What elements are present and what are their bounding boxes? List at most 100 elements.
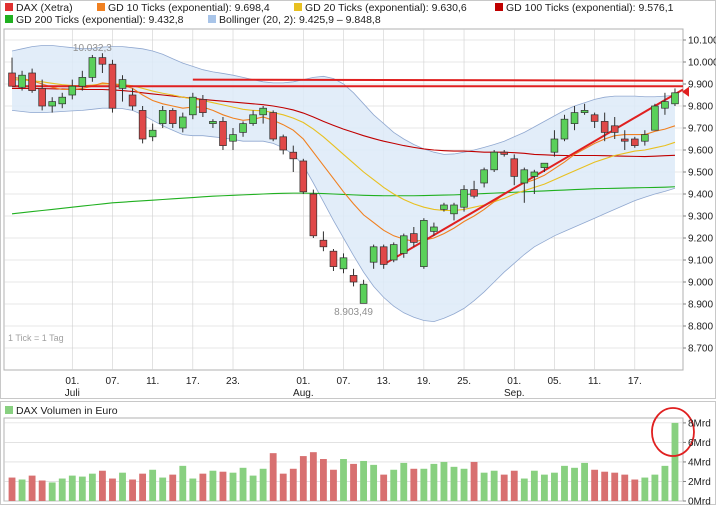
candle-body bbox=[410, 233, 418, 243]
volume-bar bbox=[490, 470, 498, 501]
volume-tick-label: 0Mrd bbox=[688, 497, 711, 505]
candle-body bbox=[319, 239, 328, 248]
volume-bar bbox=[551, 472, 558, 501]
candle-body bbox=[520, 169, 529, 184]
candle-body bbox=[189, 96, 197, 116]
legend-swatch-gd100 bbox=[495, 3, 503, 11]
volume-bar bbox=[470, 461, 478, 501]
x-tick-label: 11. bbox=[588, 376, 601, 387]
candle-body bbox=[158, 110, 167, 124]
candle-body bbox=[530, 171, 539, 177]
candle-body bbox=[450, 204, 458, 215]
candlesticks bbox=[8, 53, 679, 304]
y-tick-label: 10.100 bbox=[688, 36, 716, 47]
volume-bar bbox=[179, 465, 187, 501]
current-price-marker bbox=[682, 86, 689, 97]
candle-body bbox=[610, 125, 619, 133]
volume-highlight bbox=[651, 407, 695, 457]
legend-item-gd200: GD 200 Ticks (exponential): 9.432,8 bbox=[5, 14, 184, 26]
legend-label-gd20: GD 20 Ticks (exponential): 9.630,6 bbox=[305, 2, 467, 14]
volume-bar bbox=[460, 468, 468, 501]
legend-item-gd20: GD 20 Ticks (exponential): 9.630,6 bbox=[294, 2, 467, 14]
volume-bar bbox=[410, 468, 418, 501]
candle-body bbox=[179, 116, 187, 129]
bollinger-upper bbox=[11, 45, 676, 155]
volume-bar bbox=[38, 480, 46, 501]
candle-body bbox=[219, 121, 227, 146]
volume-bar bbox=[520, 478, 528, 501]
volume-bar bbox=[611, 472, 619, 501]
x-tick-label: 07. bbox=[337, 376, 351, 387]
candle-body bbox=[108, 63, 117, 109]
candle-body bbox=[349, 275, 358, 283]
y-tick-label: 9.400 bbox=[688, 190, 713, 201]
volume-bar bbox=[631, 479, 639, 501]
candle-body bbox=[269, 112, 277, 140]
y-tick-label: 9.000 bbox=[688, 278, 713, 289]
volume-highlight-circle bbox=[651, 407, 695, 457]
volume-y-axis: 8Mrd 6Mrd 4Mrd 2Mrd 0Mrd bbox=[683, 418, 711, 505]
volume-bar bbox=[169, 474, 177, 501]
volume-bar bbox=[18, 479, 26, 501]
candle-body bbox=[88, 57, 97, 78]
candle-body bbox=[199, 99, 207, 113]
candle-body bbox=[259, 107, 267, 116]
volume-bar bbox=[480, 472, 488, 501]
volume-bar bbox=[530, 470, 538, 501]
candle-body bbox=[28, 72, 36, 91]
volume-tick-label: 8Mrd bbox=[688, 418, 711, 429]
main-y-axis: 10.100 10.000 9.900 9.800 9.700 9.600 9.500 9.4… bbox=[683, 36, 716, 355]
candle-body bbox=[500, 151, 508, 155]
legend-label-bollinger: Bollinger (20, 2): 9.425,9 – 9.848,8 bbox=[219, 14, 381, 26]
current-price-pointer bbox=[682, 86, 689, 97]
volume-bar bbox=[510, 470, 518, 501]
candle-body bbox=[661, 101, 669, 109]
candle-body bbox=[389, 244, 398, 261]
candle-body bbox=[38, 88, 46, 107]
volume-bar bbox=[581, 462, 588, 501]
bollinger-fill bbox=[12, 45, 675, 322]
volume-bar bbox=[360, 460, 368, 501]
candle-body bbox=[359, 283, 368, 304]
main-plot: 10.032,3 8.903,49 bbox=[3, 28, 689, 371]
x-tick-label: 01. bbox=[296, 376, 310, 387]
gd200-line bbox=[11, 186, 676, 215]
candle-body bbox=[118, 79, 127, 89]
legend-label-gd100: GD 100 Ticks (exponential): 9.576,1 bbox=[506, 2, 674, 14]
legend: DAX (Xetra) GD 10 Ticks (exponential): 9… bbox=[5, 2, 674, 26]
candle-body bbox=[570, 112, 579, 124]
candle-body bbox=[239, 123, 247, 133]
volume-bar bbox=[390, 469, 398, 501]
volume-bar bbox=[370, 464, 378, 501]
y-tick-label: 8.800 bbox=[688, 322, 713, 333]
candle-body bbox=[289, 151, 298, 160]
volume-bar bbox=[239, 467, 247, 501]
volume-bar bbox=[330, 469, 337, 501]
volume-bar bbox=[299, 456, 307, 501]
bollinger-lower bbox=[11, 107, 676, 323]
volume-bar bbox=[601, 471, 609, 501]
legend-swatch-dax bbox=[5, 3, 13, 11]
candle-body bbox=[580, 110, 589, 113]
candle-body bbox=[138, 110, 147, 140]
candle-body bbox=[299, 160, 308, 193]
legend-item-gd100: GD 100 Ticks (exponential): 9.576,1 bbox=[495, 2, 674, 14]
candle-body bbox=[68, 85, 77, 96]
candle-body bbox=[98, 57, 107, 65]
x-tick-label: 23. bbox=[226, 376, 240, 387]
candle-body bbox=[631, 138, 639, 146]
legend-label-dax: DAX (Xetra) bbox=[16, 2, 73, 14]
legend-item-gd10: GD 10 Ticks (exponential): 9.698,4 bbox=[97, 2, 270, 14]
y-tick-label: 9.700 bbox=[688, 124, 713, 135]
candle-body bbox=[128, 94, 137, 107]
x-tick-label: 05. bbox=[547, 376, 561, 387]
y-tick-label: 9.800 bbox=[688, 102, 713, 113]
volume-bar bbox=[139, 473, 147, 501]
volume-bar bbox=[28, 475, 36, 501]
volume-bar bbox=[350, 463, 357, 501]
volume-tick-label: 6Mrd bbox=[688, 438, 711, 449]
x-tick-label: 19. bbox=[417, 376, 431, 387]
candle-body bbox=[309, 193, 318, 237]
candle-body bbox=[460, 189, 468, 208]
x-tick-label: 17. bbox=[186, 376, 200, 387]
